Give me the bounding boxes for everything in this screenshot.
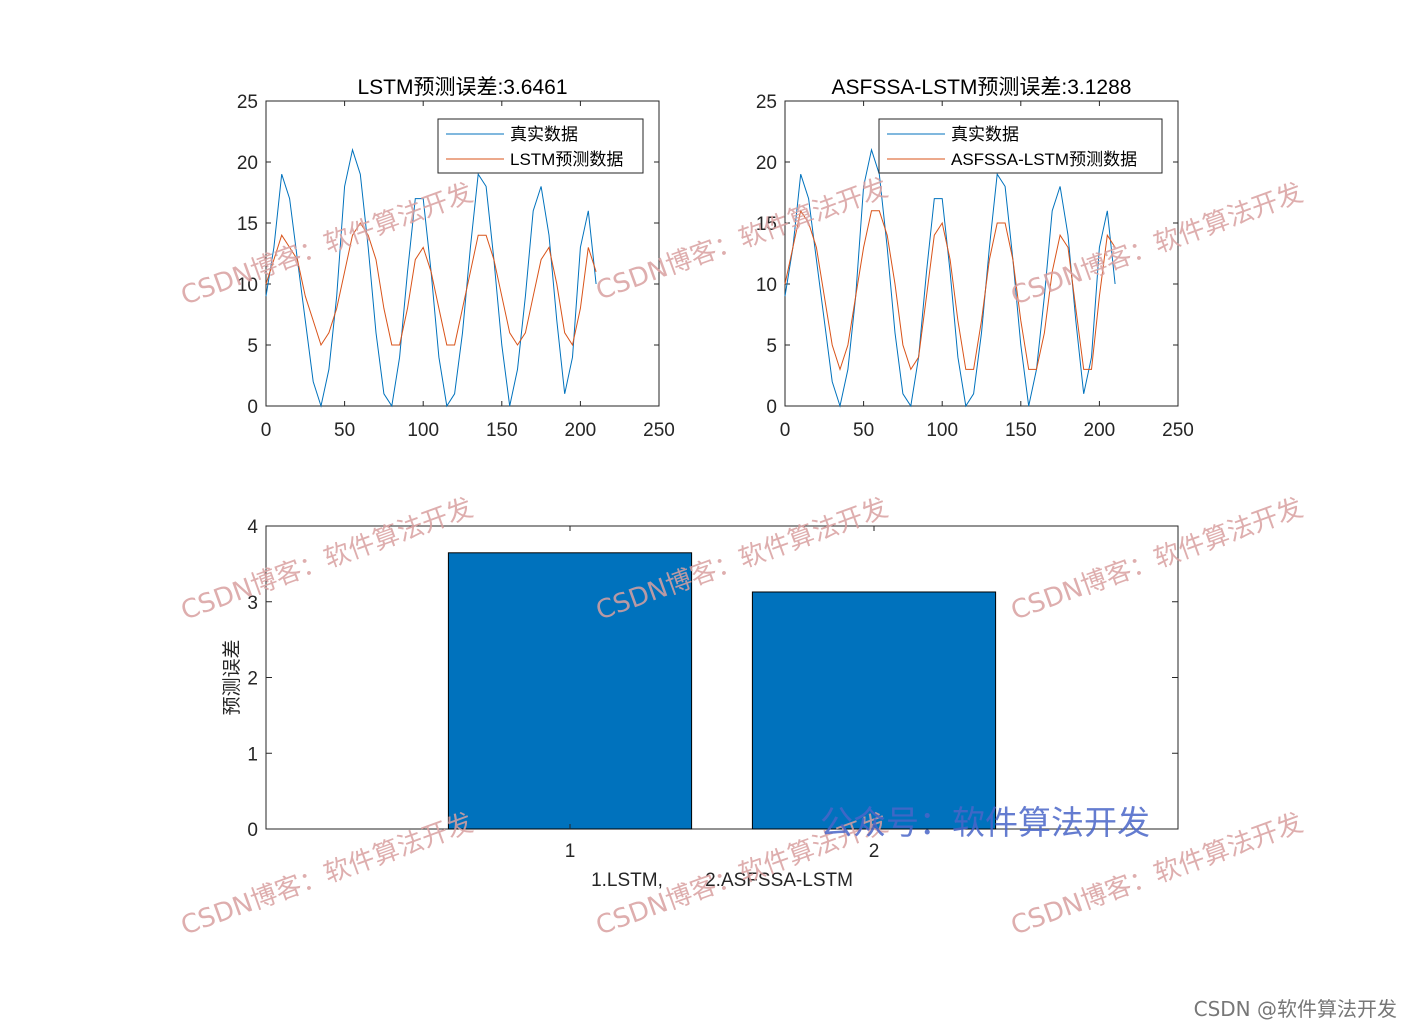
bar-subplot: 1 2 0 1 2 3 4 1.LSTM, 2.ASFSSA-LSTM 预测误差 (221, 517, 1179, 891)
legend-box (437, 118, 644, 174)
csdn-corner-watermark: CSDN @软件算法开发 (1193, 997, 1397, 1021)
bar-1 (447, 552, 693, 830)
legend-entry-2: ASFSSA-LSTM预测数据 (951, 150, 1137, 169)
y-tick-label: 0 (247, 820, 258, 841)
y-axis-label: 预测误差 (221, 639, 243, 715)
x-tick-label: 250 (643, 420, 675, 441)
y-tick-label: 25 (756, 92, 777, 113)
x-tick-label: 200 (565, 420, 597, 441)
subplot-title: ASFSSA-LSTM预测误差:3.1288 (832, 76, 1132, 99)
x-tick-label: 150 (486, 420, 518, 441)
y-tick-label: 10 (756, 275, 777, 296)
x-tick-label: 1 (565, 841, 576, 862)
x-tick-label: 100 (926, 420, 958, 441)
series-line-2 (784, 209, 1116, 372)
series-line-1 (784, 147, 1116, 408)
subplot-title: LSTM预测误差:3.6461 (357, 76, 567, 99)
x-tick-label: 200 (1084, 420, 1116, 441)
x-tick-label: 2 (869, 841, 880, 862)
x-tick-label: 50 (334, 420, 355, 441)
x-tick-label: 0 (261, 420, 272, 441)
axes-box (265, 525, 1179, 830)
x-tick-label: 100 (407, 420, 439, 441)
line-subplot-2: 0 50 100 150 200 250 0 5 10 15 20 25 ASFSSA-LSTM预测误差… (756, 76, 1194, 441)
y-tick-label: 4 (247, 517, 258, 538)
legend-entry-1: 真实数据 (951, 125, 1019, 144)
y-tick-label: 1 (247, 744, 258, 765)
y-tick-label: 5 (766, 336, 777, 357)
y-tick-label: 20 (237, 153, 258, 174)
y-tick-label: 10 (237, 275, 258, 296)
x-tick-label: 50 (853, 420, 874, 441)
x-axis-label: 1.LSTM, 2.ASFSSA-LSTM (591, 870, 853, 891)
y-tick-label: 15 (237, 214, 258, 235)
wechat-watermark: 公众号：软件算法开发 (820, 803, 1150, 842)
y-tick-label: 25 (237, 92, 258, 113)
y-tick-label: 0 (247, 397, 258, 418)
y-tick-label: 0 (766, 397, 777, 418)
y-tick-label: 20 (756, 153, 777, 174)
x-tick-label: 150 (1005, 420, 1037, 441)
x-tick-label: 250 (1162, 420, 1194, 441)
legend-entry-1: 真实数据 (510, 125, 578, 144)
y-tick-label: 3 (247, 593, 258, 614)
bar-2 (751, 591, 997, 830)
y-tick-label: 15 (756, 214, 777, 235)
line-subplot-1: 0 50 100 150 200 250 0 5 10 15 20 25 LSTM预测误差:3.6461… (237, 76, 675, 441)
y-tick-label: 2 (247, 669, 258, 690)
legend-box (878, 118, 1163, 174)
y-tick-label: 5 (247, 336, 258, 357)
legend-entry-2: LSTM预测数据 (510, 150, 623, 169)
x-tick-label: 0 (780, 420, 791, 441)
series-line-2 (265, 222, 597, 347)
